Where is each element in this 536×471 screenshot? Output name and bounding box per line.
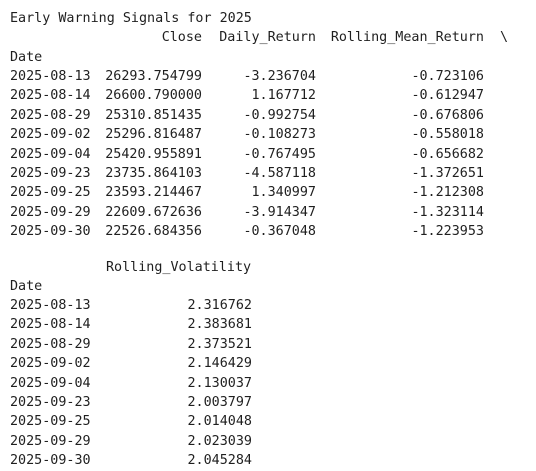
row-close: 23735.864103	[105, 166, 202, 181]
row-daily-return: -0.767495	[243, 146, 316, 162]
row-rolling-volatility: 2.023039	[187, 433, 253, 449]
row-close: 23593.214467	[105, 185, 202, 201]
row-date: 2025-08-13	[10, 69, 91, 84]
row-date: 2025-09-02	[10, 356, 91, 372]
row-rolling-volatility: 2.383681	[187, 317, 253, 333]
header-daily-return: Daily_Return	[219, 30, 316, 45]
row-date: 2025-09-30	[10, 224, 91, 240]
row-daily-return: -3.236704	[243, 69, 316, 84]
table2-header-row: Rolling_Volatility	[0, 258, 251, 277]
row-date: 2025-08-14	[10, 88, 91, 104]
row-close: 22609.672636	[105, 204, 202, 220]
table1-index-name-row: Date	[0, 48, 42, 67]
row-date: 2025-09-23	[10, 395, 91, 410]
output-title: Early Warning Signals for 2025	[10, 11, 252, 26]
row-daily-return: 1.340997	[251, 185, 317, 201]
row-daily-return: -4.587118	[243, 166, 316, 181]
row-rolling-mean-return: -0.558018	[411, 127, 484, 143]
header-rolling-volatility: Rolling_Volatility	[106, 260, 252, 275]
row-close: 25420.955891	[105, 146, 202, 162]
row-rolling-mean-return: -1.372651	[411, 166, 484, 181]
row-date: 2025-09-23	[10, 166, 91, 181]
row-rolling-volatility: 2.316762	[187, 298, 253, 313]
row-close: 26600.790000	[105, 88, 202, 104]
row-date: 2025-09-29	[10, 204, 91, 220]
row-daily-return: -0.108273	[243, 127, 316, 143]
row-date: 2025-09-02	[10, 127, 91, 143]
index-label-date-2: Date	[10, 279, 43, 294]
line-continuation-marker: \	[500, 30, 509, 45]
row-rolling-volatility: 2.373521	[187, 336, 253, 352]
row-close: 26293.754799	[105, 69, 202, 84]
header-rolling-mean-return: Rolling_Mean_Return	[330, 30, 484, 45]
row-close: 25310.851435	[105, 107, 202, 123]
row-rolling-mean-return: -1.223953	[411, 224, 484, 240]
row-daily-return: 1.167712	[251, 88, 317, 104]
row-rolling-volatility: 2.003797	[187, 395, 253, 410]
row-rolling-volatility: 2.130037	[187, 375, 253, 391]
table2-index-name-row: Date	[0, 277, 42, 296]
row-daily-return: -3.914347	[243, 204, 316, 220]
table1-header-row: Close Daily_Return Rolling_Mean_Return \	[0, 28, 508, 47]
row-rolling-mean-return: -1.323114	[411, 204, 484, 220]
row-rolling-mean-return: -0.676806	[411, 107, 484, 123]
row-date: 2025-08-14	[10, 317, 91, 333]
row-rolling-mean-return: -0.612947	[411, 88, 484, 104]
row-close: 22526.684356	[105, 224, 202, 240]
row-rolling-volatility: 2.014048	[187, 414, 253, 430]
row-date: 2025-09-04	[10, 146, 91, 162]
row-rolling-mean-return: -1.212308	[411, 185, 484, 201]
index-label-date: Date	[10, 50, 43, 65]
row-date: 2025-08-29	[10, 336, 91, 352]
row-rolling-volatility: 2.146429	[187, 356, 253, 372]
row-date: 2025-08-13	[10, 298, 91, 313]
row-rolling-volatility: 2.045284	[187, 453, 253, 469]
row-daily-return: -0.367048	[243, 224, 316, 240]
row-rolling-mean-return: -0.723106	[411, 69, 484, 84]
output-title-line: Early Warning Signals for 2025	[0, 9, 252, 28]
row-daily-return: -0.992754	[243, 107, 316, 123]
row-date: 2025-09-29	[10, 433, 91, 449]
row-date: 2025-09-25	[10, 414, 91, 430]
row-date: 2025-08-29	[10, 107, 91, 123]
row-close: 25296.816487	[105, 127, 202, 143]
row-date: 2025-09-04	[10, 375, 91, 391]
header-close: Close	[161, 30, 202, 45]
row-rolling-mean-return: -0.656682	[411, 146, 484, 162]
row-date: 2025-09-30	[10, 453, 91, 469]
row-date: 2025-09-25	[10, 185, 91, 201]
